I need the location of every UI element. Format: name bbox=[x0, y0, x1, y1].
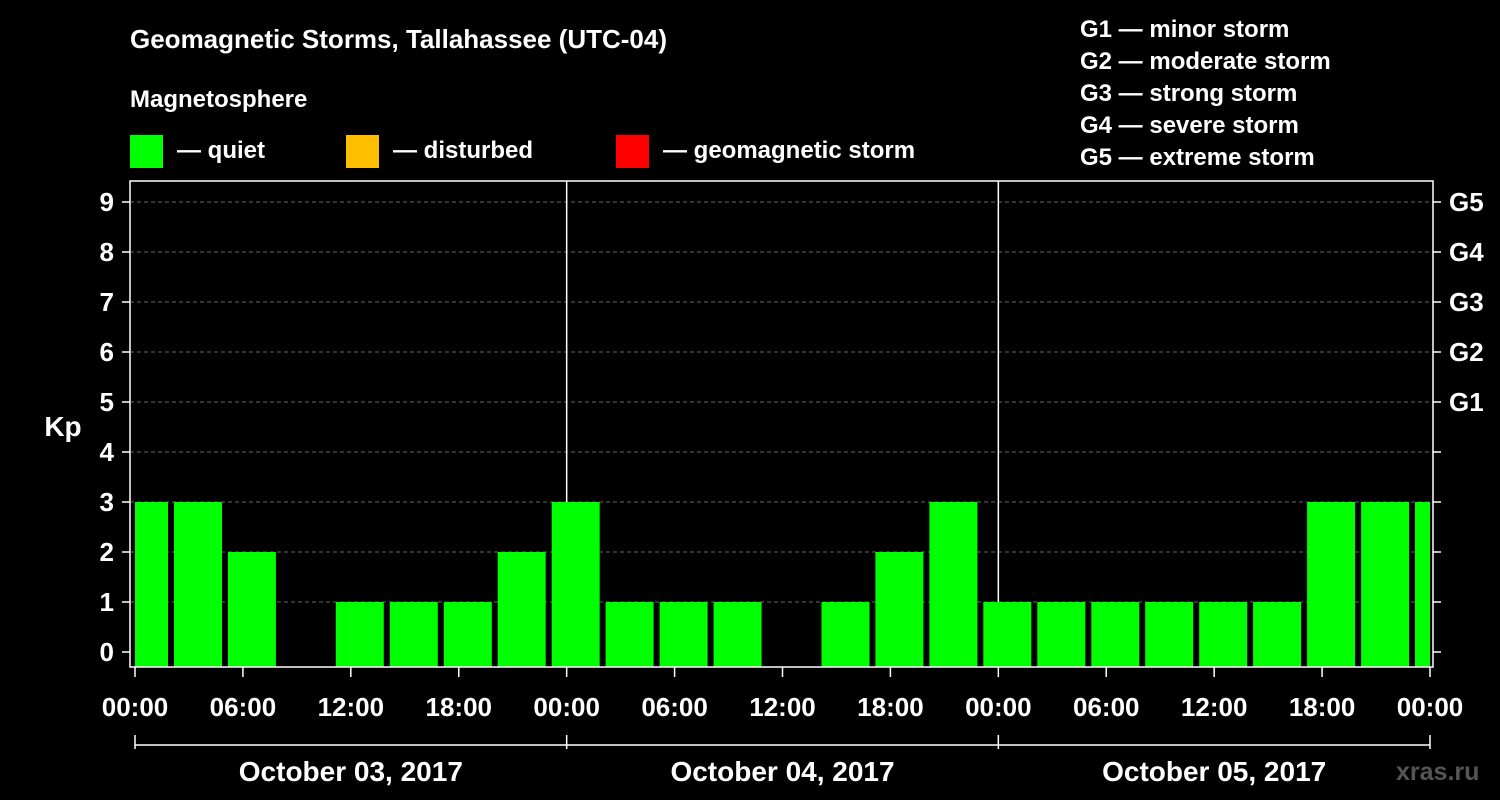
y-tick-label: 3 bbox=[100, 487, 114, 517]
y-tick-label: 6 bbox=[100, 337, 114, 367]
legend-label-quiet: — quiet bbox=[177, 137, 265, 164]
kp-bar bbox=[443, 602, 492, 667]
axis-layer: 0 1 2 3 4 5 6 7 8 9 G1 G2 G3 G4 G5 00:00 06:00 12:00 18:00… bbox=[100, 180, 1484, 787]
y-tick-label: 5 bbox=[100, 387, 114, 417]
y-tick-label: 0 bbox=[100, 637, 114, 667]
day-label: October 04, 2017 bbox=[670, 756, 894, 787]
kp-bar bbox=[605, 602, 654, 667]
kp-bar bbox=[1415, 502, 1430, 667]
kp-bar bbox=[174, 502, 222, 667]
legend-title: Magnetosphere bbox=[130, 86, 308, 113]
day-label: October 05, 2017 bbox=[1102, 756, 1326, 787]
kp-bar bbox=[929, 502, 978, 667]
x-tick-label: 00:00 bbox=[102, 692, 169, 722]
bar-layer bbox=[135, 502, 1430, 667]
kp-bar bbox=[135, 502, 168, 667]
y-axis-label: Kp bbox=[44, 411, 81, 442]
y-tick-label: 7 bbox=[100, 287, 114, 317]
x-tick-label: 06:00 bbox=[641, 692, 708, 722]
kp-bar bbox=[821, 602, 870, 667]
g-level-label: G2 bbox=[1449, 337, 1484, 367]
legend-label-disturbed: — disturbed bbox=[393, 137, 534, 164]
x-tick-label: 18:00 bbox=[426, 692, 493, 722]
watermark: xras.ru bbox=[1396, 758, 1480, 786]
g-level-label: G1 bbox=[1449, 387, 1484, 417]
legend-swatch-disturbed bbox=[346, 134, 379, 168]
kp-bar bbox=[1145, 602, 1194, 667]
kp-bar bbox=[335, 602, 384, 667]
g-scale-item-g1: G1 — minor storm bbox=[1080, 16, 1290, 43]
g-level-label: G5 bbox=[1449, 187, 1484, 217]
legend-swatch-storm bbox=[616, 134, 649, 168]
y-tick-label: 1 bbox=[100, 587, 114, 617]
legend-item-disturbed: — disturbed bbox=[346, 134, 533, 168]
legend-swatch-quiet bbox=[130, 134, 163, 168]
kp-bar bbox=[713, 602, 762, 667]
g-scale-item-g2: G2 — moderate storm bbox=[1080, 48, 1331, 75]
plot-frame bbox=[129, 180, 1434, 668]
kp-bar bbox=[1199, 602, 1248, 667]
kp-bar bbox=[389, 602, 438, 667]
kp-bar bbox=[1307, 502, 1356, 667]
kp-bar bbox=[1091, 602, 1140, 667]
x-tick-label: 18:00 bbox=[1289, 692, 1356, 722]
grid-layer bbox=[130, 181, 1433, 667]
y-tick-label: 8 bbox=[100, 237, 114, 267]
g-scale-item-g4: G4 — severe storm bbox=[1080, 112, 1299, 139]
g-scale-legend: G1 — minor storm G2 — moderate storm G3 … bbox=[1080, 14, 1331, 174]
g-level-label: G4 bbox=[1449, 237, 1484, 267]
legend-item-storm: — geomagnetic storm bbox=[616, 134, 915, 168]
x-tick-label: 12:00 bbox=[318, 692, 385, 722]
g-scale-item-g3: G3 — strong storm bbox=[1080, 80, 1298, 107]
kp-bar bbox=[659, 602, 708, 667]
legend-label-storm: — geomagnetic storm bbox=[663, 137, 916, 164]
x-tick-label: 00:00 bbox=[1397, 692, 1464, 722]
kp-bar bbox=[551, 502, 600, 667]
x-tick-label: 12:00 bbox=[749, 692, 816, 722]
g-level-label: G3 bbox=[1449, 287, 1484, 317]
x-tick-label: 06:00 bbox=[210, 692, 277, 722]
kp-bar bbox=[1037, 602, 1086, 667]
kp-bar bbox=[875, 552, 924, 667]
day-label: October 03, 2017 bbox=[239, 756, 463, 787]
g-scale-item-g5: G5 — extreme storm bbox=[1080, 144, 1315, 171]
chart-title: Geomagnetic Storms, Tallahassee (UTC-04) bbox=[130, 24, 668, 54]
kp-bar bbox=[227, 552, 276, 667]
y-tick-label: 4 bbox=[100, 437, 115, 467]
x-tick-label: 00:00 bbox=[533, 692, 600, 722]
x-tick-label: 06:00 bbox=[1073, 692, 1140, 722]
kp-bar bbox=[1361, 502, 1410, 667]
kp-bar bbox=[497, 552, 546, 667]
y-tick-label: 2 bbox=[100, 537, 114, 567]
kp-bar bbox=[1253, 602, 1302, 667]
kp-bar bbox=[983, 602, 1032, 667]
x-tick-label: 18:00 bbox=[857, 692, 924, 722]
x-tick-label: 12:00 bbox=[1181, 692, 1248, 722]
y-tick-label: 9 bbox=[100, 187, 114, 217]
legend-item-quiet: — quiet bbox=[130, 134, 265, 168]
x-tick-label: 00:00 bbox=[965, 692, 1032, 722]
